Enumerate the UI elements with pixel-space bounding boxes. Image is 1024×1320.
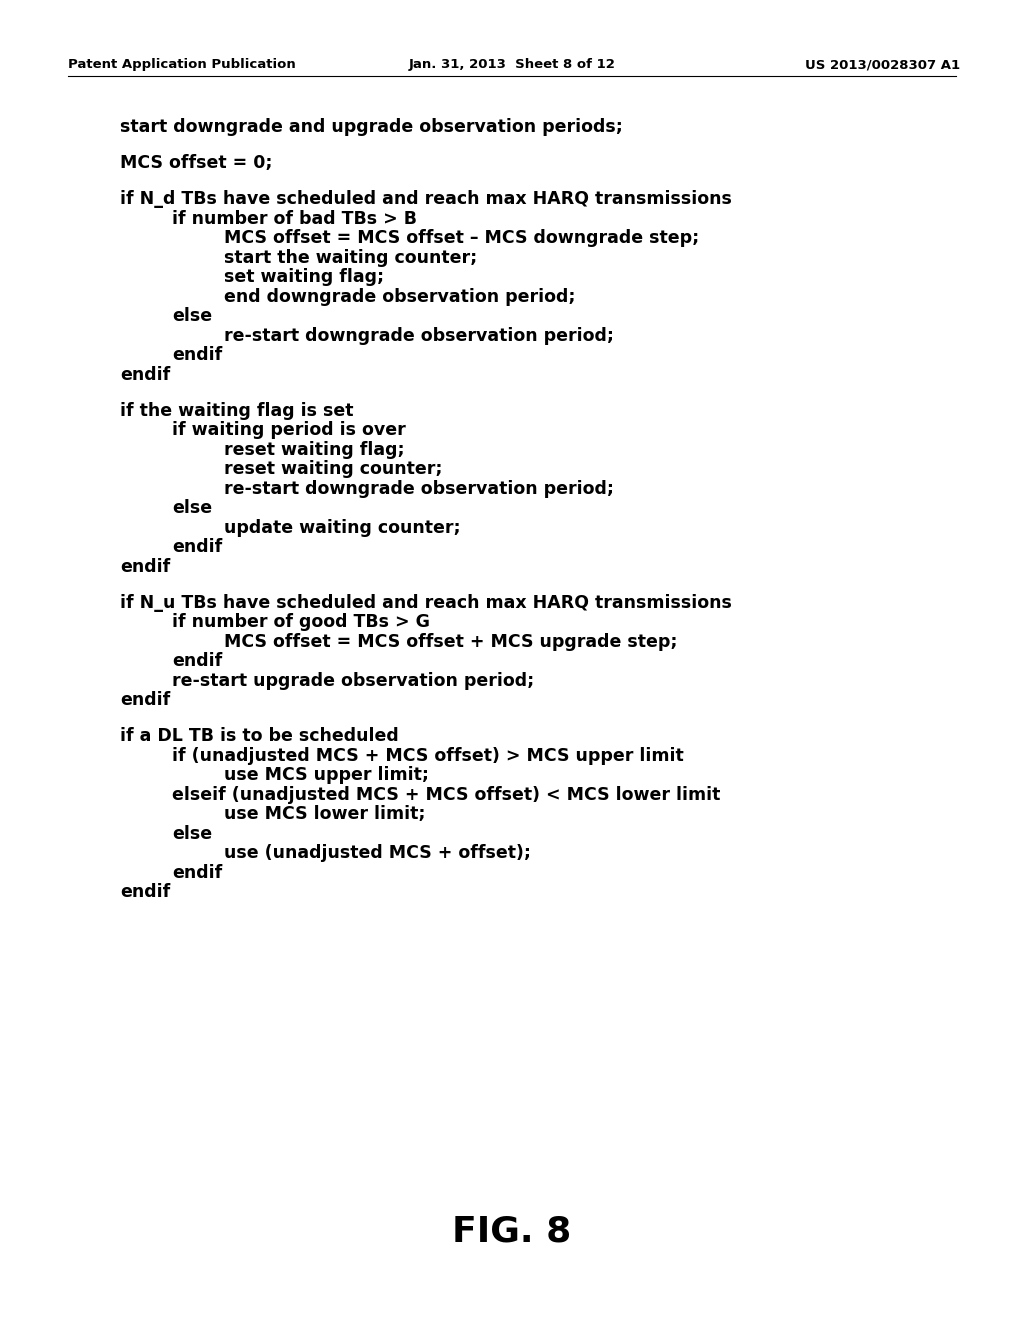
Text: endif: endif [172, 346, 222, 364]
Text: else: else [172, 308, 212, 325]
Text: Patent Application Publication: Patent Application Publication [68, 58, 296, 71]
Text: re-start upgrade observation period;: re-start upgrade observation period; [172, 672, 535, 690]
Text: elseif (unadjusted MCS + MCS offset) < MCS lower limit: elseif (unadjusted MCS + MCS offset) < M… [172, 785, 720, 804]
Text: use MCS upper limit;: use MCS upper limit; [224, 767, 429, 784]
Text: if waiting period is over: if waiting period is over [172, 421, 406, 440]
Text: FIG. 8: FIG. 8 [453, 1214, 571, 1247]
Text: if N_u TBs have scheduled and reach max HARQ transmissions: if N_u TBs have scheduled and reach max … [120, 594, 732, 611]
Text: if the waiting flag is set: if the waiting flag is set [120, 401, 353, 420]
Text: endif: endif [120, 558, 170, 576]
Text: reset waiting counter;: reset waiting counter; [224, 461, 442, 478]
Text: MCS offset = MCS offset + MCS upgrade step;: MCS offset = MCS offset + MCS upgrade st… [224, 632, 678, 651]
Text: if number of bad TBs > B: if number of bad TBs > B [172, 210, 417, 227]
Text: endif: endif [120, 883, 170, 902]
Text: MCS offset = 0;: MCS offset = 0; [120, 154, 272, 172]
Text: endif: endif [120, 366, 170, 384]
Text: endif: endif [172, 539, 222, 556]
Text: US 2013/0028307 A1: US 2013/0028307 A1 [805, 58, 961, 71]
Text: endif: endif [172, 863, 222, 882]
Text: endif: endif [172, 652, 222, 671]
Text: if (unadjusted MCS + MCS offset) > MCS upper limit: if (unadjusted MCS + MCS offset) > MCS u… [172, 747, 684, 764]
Text: if a DL TB is to be scheduled: if a DL TB is to be scheduled [120, 727, 398, 746]
Text: if number of good TBs > G: if number of good TBs > G [172, 614, 430, 631]
Text: end downgrade observation period;: end downgrade observation period; [224, 288, 575, 306]
Text: reset waiting flag;: reset waiting flag; [224, 441, 404, 459]
Text: Jan. 31, 2013  Sheet 8 of 12: Jan. 31, 2013 Sheet 8 of 12 [409, 58, 615, 71]
Text: start downgrade and upgrade observation periods;: start downgrade and upgrade observation … [120, 117, 623, 136]
Text: endif: endif [120, 692, 170, 709]
Text: re-start downgrade observation period;: re-start downgrade observation period; [224, 479, 614, 498]
Text: use (unadjusted MCS + offset);: use (unadjusted MCS + offset); [224, 845, 531, 862]
Text: MCS offset = MCS offset – MCS downgrade step;: MCS offset = MCS offset – MCS downgrade … [224, 230, 699, 247]
Text: else: else [172, 499, 212, 517]
Text: if N_d TBs have scheduled and reach max HARQ transmissions: if N_d TBs have scheduled and reach max … [120, 190, 732, 209]
Text: else: else [172, 825, 212, 843]
Text: set waiting flag;: set waiting flag; [224, 268, 384, 286]
Text: start the waiting counter;: start the waiting counter; [224, 248, 477, 267]
Text: re-start downgrade observation period;: re-start downgrade observation period; [224, 326, 614, 345]
Text: update waiting counter;: update waiting counter; [224, 519, 461, 537]
Text: use MCS lower limit;: use MCS lower limit; [224, 805, 426, 824]
